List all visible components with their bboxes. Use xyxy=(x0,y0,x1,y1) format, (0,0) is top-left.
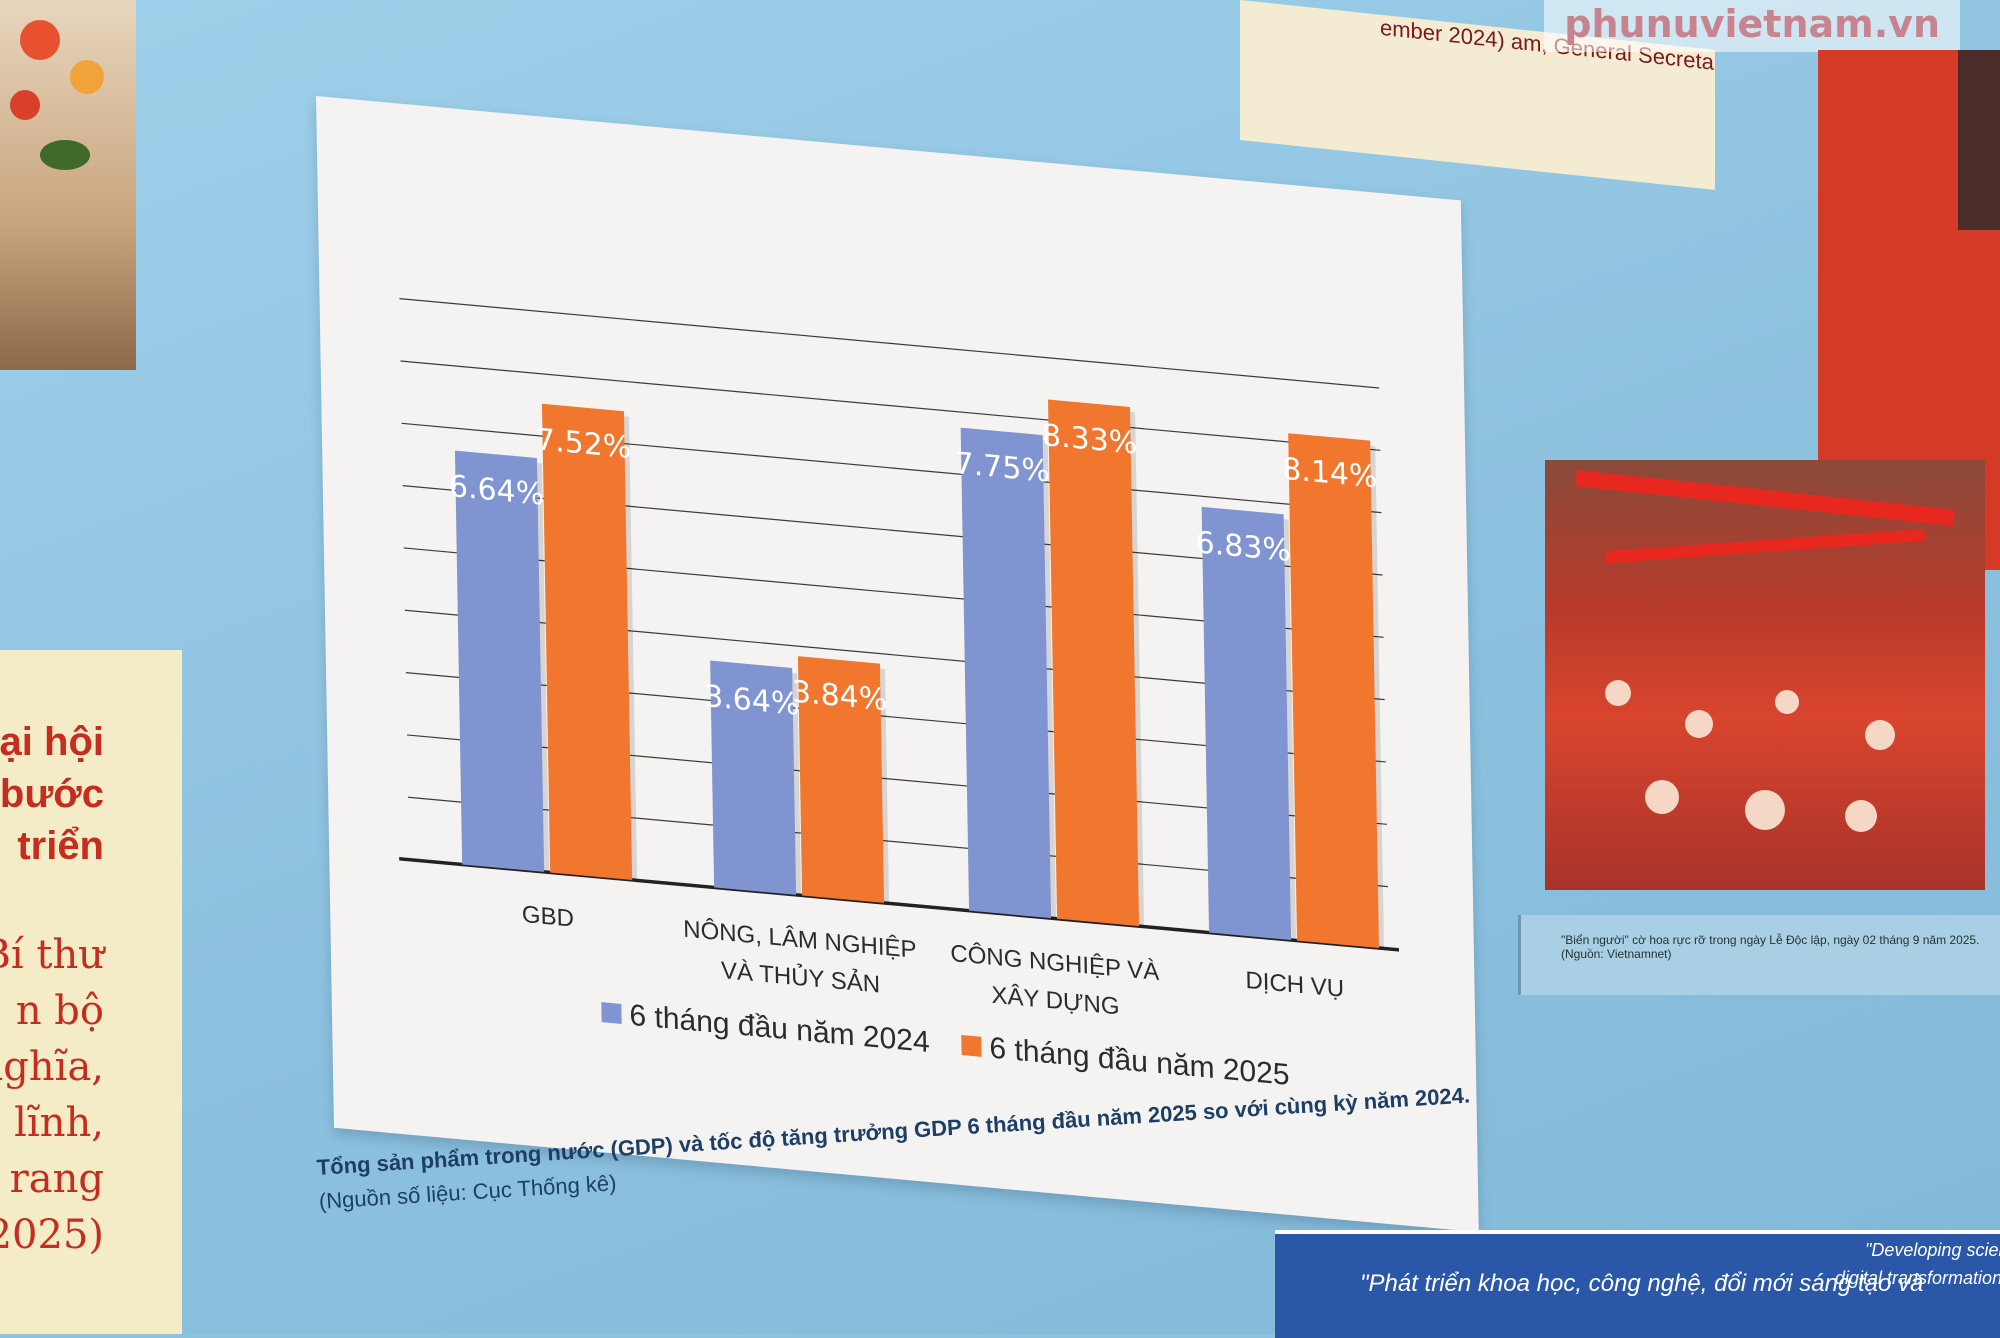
data-label: 8.14% xyxy=(1282,452,1378,496)
flower-arrangement-photo xyxy=(0,0,136,370)
left-panel-line: 2025) xyxy=(0,1212,104,1258)
bottom-quote-vi: "Phát triển khoa học, công nghệ, đổi mới… xyxy=(1360,1270,1924,1297)
photo-caption: "Biển người" cờ hoa rực rỡ trong ngày Lễ… xyxy=(1518,915,2000,995)
category-label: DỊCH VỤ xyxy=(1245,967,1344,1003)
left-panel-line: n bộ xyxy=(15,988,104,1034)
category-label: NÔNG, LÂM NGHIỆP xyxy=(683,915,917,964)
bar xyxy=(960,427,1052,919)
left-panel-line: triển xyxy=(17,824,104,868)
data-label: 3.84% xyxy=(792,675,888,719)
legend-label: 6 tháng đầu năm 2024 xyxy=(629,999,930,1059)
left-panel-line: bước xyxy=(0,772,104,816)
category-label: CÔNG NGHIỆP VÀ xyxy=(950,939,1159,986)
bottom-quote-en: "Developing science, xyxy=(1865,1240,2000,1260)
left-text-panel: ại hội bước triển Bí thư n bộ nghĩa, lĩn… xyxy=(0,650,182,1334)
gridline xyxy=(400,360,1381,451)
category-label: XÂY DỰNG xyxy=(991,982,1119,1021)
red-panel-photo xyxy=(1958,50,2000,230)
bar xyxy=(1288,433,1380,949)
left-panel-line: ại hội xyxy=(0,720,104,764)
bar xyxy=(1201,506,1292,941)
photo-caption-text: "Biển người" cờ hoa rực rỡ trong ngày Lễ… xyxy=(1561,933,1980,961)
data-label: 8.33% xyxy=(1042,418,1138,462)
legend-label: 6 tháng đầu năm 2025 xyxy=(989,1032,1290,1092)
category-label: VÀ THỦY SẢN xyxy=(721,955,881,998)
bar-chart: 6.64%7.52% GBD 3.64%3.84% NÔNG, LÂM NGHIỆPV… xyxy=(399,298,1400,1092)
left-panel-line: rang xyxy=(9,1156,104,1202)
data-label: 7.75% xyxy=(954,446,1050,490)
bar xyxy=(1048,399,1140,927)
legend-swatch xyxy=(961,1034,982,1057)
legend-swatch xyxy=(601,1002,622,1025)
bar xyxy=(710,660,797,895)
data-label: 6.64% xyxy=(449,469,545,513)
watermark: phunuvietnam.vn xyxy=(1544,0,1960,52)
gridline xyxy=(399,298,1380,389)
bar xyxy=(797,656,885,903)
chart-board: 6.64% 7.52% GBD 3.64% 3.84% NÔNG, LÂM NGHIỆP V… xyxy=(316,96,1479,1233)
crowd-photo xyxy=(1545,460,1985,890)
left-panel-line: lĩnh, xyxy=(14,1100,104,1146)
data-label: 3.64% xyxy=(704,679,800,723)
left-panel-line: Bí thư xyxy=(0,932,104,978)
bar xyxy=(541,403,633,880)
category-label: GBD xyxy=(522,901,574,933)
bottom-quote-box: "Phát triển khoa học, công nghệ, đổi mới… xyxy=(1275,1230,2000,1338)
bottom-quote-en-2: digital transformation is xyxy=(1835,1268,2000,1288)
data-label: 6.83% xyxy=(1195,525,1291,569)
data-label: 7.52% xyxy=(536,422,632,466)
bar xyxy=(454,450,545,872)
left-panel-line: nghĩa, xyxy=(0,1044,104,1090)
